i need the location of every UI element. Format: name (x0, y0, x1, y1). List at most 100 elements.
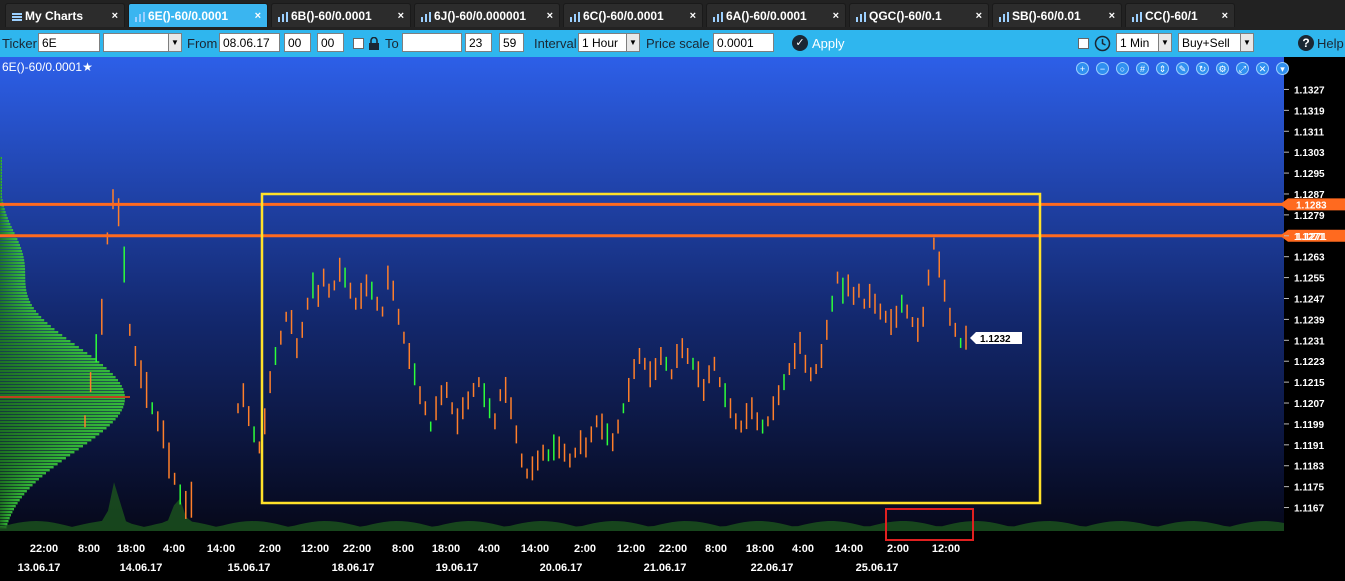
volume-profile-bar (0, 187, 2, 190)
tab-cc-60-1[interactable]: CC()-60/1 × (1125, 3, 1235, 27)
tab-close-icon[interactable]: × (111, 9, 118, 22)
volume-profile-bar (0, 169, 2, 172)
volume-profile-bar (0, 301, 31, 304)
price-chart[interactable]: 1.1283 1.1271 1.1327 1.1319 1.1311 1.1303 1.1… (0, 57, 1345, 581)
close-icon[interactable]: ✕ (1256, 62, 1269, 75)
tab-close-icon[interactable]: × (397, 9, 404, 22)
volume-profile-bar (0, 316, 42, 319)
scale-icon[interactable]: ⇕ (1156, 62, 1169, 75)
volume-profile-bar (0, 313, 39, 316)
side-select[interactable] (1178, 33, 1241, 52)
price-scale-label: Price scale (646, 36, 710, 51)
tab-qgc-60-0-1[interactable]: QGC()-60/0.1 × (849, 3, 989, 27)
volume-profile-bar (0, 523, 8, 526)
tab-6b-60-0-0001[interactable]: 6B()-60/0.0001 × (271, 3, 411, 27)
volume-profile-bar (0, 424, 110, 427)
volume-profile-bar (0, 184, 2, 187)
tab-close-icon[interactable]: × (832, 9, 839, 22)
help-link[interactable]: Help (1317, 36, 1344, 51)
tab-close-icon[interactable]: × (1221, 9, 1228, 22)
to-enable-checkbox[interactable] (353, 38, 364, 49)
date-tick-label: 13.06.17 (18, 562, 61, 574)
sync-checkbox[interactable] (1078, 38, 1089, 49)
tab-close-icon[interactable]: × (1108, 9, 1115, 22)
tab-sb-60-0-01[interactable]: SB()-60/0.01 × (992, 3, 1122, 27)
tab-6j-60-0-000001[interactable]: 6J()-60/0.000001 × (414, 3, 560, 27)
price-tick-label: 1.1183 (1294, 462, 1324, 473)
zoom-out-icon[interactable]: − (1096, 62, 1109, 75)
price-tick-label: 1.1199 (1294, 420, 1324, 431)
volume-profile-bar (0, 175, 2, 178)
to-hour-input[interactable] (465, 33, 492, 52)
zoom-reset-icon[interactable]: ○ (1116, 62, 1129, 75)
tab-6e-60-0-0001[interactable]: 6E()-60/0.0001 × (128, 3, 268, 27)
lock-icon[interactable] (368, 37, 380, 50)
volume-profile-bar (0, 217, 8, 220)
volume-profile-bar (0, 379, 119, 382)
tab-6a-60-0-0001[interactable]: 6A()-60/0.0001 × (706, 3, 846, 27)
volume-profile-bar (0, 436, 96, 439)
current-price-label: 1.1232 (980, 334, 1011, 345)
volume-profile-bar (0, 466, 54, 469)
level-price-tag (1280, 198, 1345, 211)
side-dropdown-button[interactable]: ▼ (1240, 33, 1254, 52)
from-date-input[interactable] (219, 33, 280, 52)
help-icon[interactable]: ? (1298, 35, 1314, 51)
ticker-label: Ticker (2, 36, 37, 51)
time-tick-label: 2:00 (259, 543, 281, 555)
volume-profile-bar (0, 520, 9, 523)
date-tick-label: 20.06.17 (540, 562, 583, 574)
date-tick-label: 22.06.17 (751, 562, 794, 574)
tab-close-icon[interactable]: × (975, 9, 982, 22)
from-label: From (187, 36, 218, 51)
ticker-input[interactable] (38, 33, 100, 52)
chart-area[interactable]: 1.1283 1.1271 1.1327 1.1319 1.1311 1.1303 1.1… (0, 57, 1345, 581)
settings-icon[interactable]: ⚙ (1216, 62, 1229, 75)
from-hour-input[interactable] (284, 33, 311, 52)
tab-label: QGC()-60/0.1 (869, 8, 942, 23)
volume-profile-bar (0, 352, 88, 355)
tab-6c-60-0-0001[interactable]: 6C()-60/0.0001 × (563, 3, 703, 27)
volume-profile-bar (0, 463, 58, 466)
price-tick-label: 1.1287 (1294, 190, 1325, 201)
tab-label: 6J()-60/0.000001 (434, 8, 527, 23)
tab-label: 6B()-60/0.0001 (291, 8, 372, 23)
timeframe-select[interactable] (1116, 33, 1159, 52)
volume-profile-bar (0, 211, 6, 214)
ticker-contract-select[interactable] (103, 33, 169, 52)
volume-profile-bar (0, 388, 124, 391)
price-scale-input[interactable] (713, 33, 774, 52)
timeframe-dropdown-button[interactable]: ▼ (1158, 33, 1172, 52)
volume-profile-bar (0, 454, 71, 457)
apply-check-icon[interactable]: ✓ (792, 35, 808, 51)
tab-close-icon[interactable]: × (689, 9, 696, 22)
date-tick-label: 21.06.17 (644, 562, 687, 574)
tab-close-icon[interactable]: × (546, 9, 553, 22)
grid-icon[interactable]: # (1136, 62, 1149, 75)
ticker-dropdown-button[interactable]: ▼ (168, 33, 182, 52)
price-tick-label: 1.1247 (1294, 295, 1325, 306)
favorite-star-icon[interactable]: ★ (82, 60, 93, 74)
interval-select[interactable] (578, 33, 627, 52)
interval-dropdown-button[interactable]: ▼ (626, 33, 640, 52)
volume-profile-bar (0, 493, 25, 496)
to-date-input[interactable] (402, 33, 462, 52)
tab-label: SB()-60/0.01 (1012, 8, 1081, 23)
volume-profile-bar (0, 310, 37, 313)
timer-icon[interactable] (1094, 35, 1111, 52)
from-minute-input[interactable] (317, 33, 344, 52)
volume-profile-bar (0, 490, 27, 493)
dropdown-icon[interactable]: ▾ (1276, 62, 1289, 75)
zoom-in-icon[interactable]: + (1076, 62, 1089, 75)
to-minute-input[interactable] (499, 33, 524, 52)
time-tick-label: 4:00 (478, 543, 500, 555)
time-tick-label: 8:00 (392, 543, 414, 555)
pencil-icon[interactable]: ✎ (1176, 62, 1189, 75)
tab-my-charts[interactable]: My Charts × (5, 3, 125, 27)
fullscreen-icon[interactable]: ⤢ (1236, 62, 1249, 75)
refresh-icon[interactable]: ↻ (1196, 62, 1209, 75)
volume-profile-bar (0, 478, 39, 481)
apply-button[interactable]: Apply (812, 36, 845, 51)
tab-close-icon[interactable]: × (254, 9, 261, 22)
volume-profile-bar (0, 445, 83, 448)
